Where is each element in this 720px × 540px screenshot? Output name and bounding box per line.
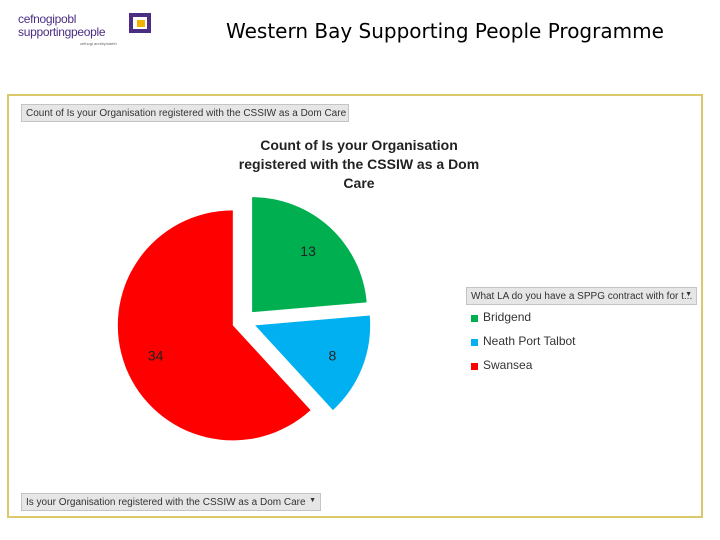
legend-swatch xyxy=(471,315,478,322)
logo-text-english: supportingpeople xyxy=(18,25,106,39)
legend-label: Neath Port Talbot xyxy=(483,334,576,348)
pie-slice-swansea xyxy=(117,210,311,441)
legend-swatch xyxy=(471,363,478,370)
data-label-bridgend: 13 xyxy=(300,243,316,259)
legend-label: Swansea xyxy=(483,358,533,372)
pie-slice-neath-port-talbot xyxy=(255,315,371,411)
pie-chart: 13 8 34 xyxy=(117,197,371,441)
cefnogi-pobl-logo: cefnogipobl supportingpeople cefnogi ann… xyxy=(18,12,158,58)
logo-mark-icon xyxy=(129,13,151,33)
pie-slice-bridgend xyxy=(252,197,367,313)
axis-field-label: Is your Organisation registered with the… xyxy=(26,497,306,508)
logo-tagline: cefnogi annibyniaeth xyxy=(80,41,117,46)
legend-swatch xyxy=(471,339,478,346)
slide-title: Western Bay Supporting People Programme xyxy=(226,19,664,43)
chart-title: Count of Is your Organisation registered… xyxy=(238,137,480,191)
axis-field-dropdown[interactable]: Is your Organisation registered with the… xyxy=(21,493,321,511)
logo-text-welsh: cefnogipobl xyxy=(18,12,77,26)
pivot-chart-frame: Count of Is your Organisation registered… xyxy=(7,94,703,518)
data-label-swansea: 34 xyxy=(148,347,164,363)
legend-field-dropdown[interactable]: What LA do you have a SPPG contract with… xyxy=(466,287,697,305)
dropdown-arrow-icon: ▼ xyxy=(309,497,316,504)
values-field-button[interactable]: Count of Is your Organisation registered… xyxy=(21,104,349,122)
dropdown-arrow-icon: ▼ xyxy=(685,291,692,298)
data-label-neath-port-talbot: 8 xyxy=(328,347,336,363)
legend-label: Bridgend xyxy=(483,310,532,324)
legend-field-label: What LA do you have a SPPG contract with… xyxy=(471,291,693,302)
